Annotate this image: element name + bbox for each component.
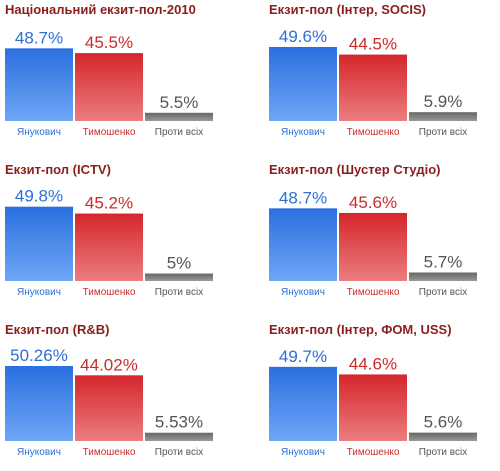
chart-panel-ictv: Екзит-пол (ICTV) 49.8% Янукович 45.2% Тимош… bbox=[0, 160, 240, 310]
value-label: 50.26% bbox=[10, 346, 68, 365]
bar-yanukovych bbox=[5, 366, 73, 441]
bar-yanukovych bbox=[5, 48, 73, 121]
bar-chart: 48.7% Янукович 45.6% Тимошенко 5.7% Проти всі… bbox=[269, 188, 477, 298]
category-label: Тимошенко bbox=[347, 447, 400, 458]
category-label: Тимошенко bbox=[83, 127, 136, 138]
value-label: 5.7% bbox=[424, 252, 463, 271]
value-label: 44.5% bbox=[349, 35, 397, 54]
category-label: Янукович bbox=[17, 127, 61, 138]
value-label: 5.53% bbox=[155, 413, 203, 432]
chart-title: Національний екзит-пол-2010 bbox=[5, 2, 196, 17]
chart-panel-inter-socis: Екзит-пол (Інтер, SOCIS) 49.6% Янукович 44… bbox=[264, 0, 500, 150]
chart-title: Екзит-пол (R&B) bbox=[5, 322, 110, 337]
category-label: Тимошенко bbox=[347, 127, 400, 138]
value-label: 49.6% bbox=[279, 27, 327, 46]
chart-title: Екзит-пол (Шустер Студіо) bbox=[269, 162, 441, 177]
category-label: Тимошенко bbox=[347, 287, 400, 298]
category-label: Проти всіх bbox=[155, 287, 203, 298]
bar-tymoshenko bbox=[75, 375, 143, 441]
chart-panel-rb: Екзит-пол (R&B) 50.26% Янукович 44.02% Тимо… bbox=[0, 320, 240, 470]
bar-against-all bbox=[145, 273, 213, 281]
bar-chart: 50.26% Янукович 44.02% Тимошенко 5.53% Проти … bbox=[5, 346, 213, 458]
category-label: Янукович bbox=[281, 127, 325, 138]
value-label: 5.5% bbox=[160, 93, 199, 112]
chart-panel-shuster-studio: Екзит-пол (Шустер Студіо) 48.7% Янукович 4… bbox=[264, 160, 500, 310]
value-label: 45.2% bbox=[85, 194, 133, 213]
chart-panel-inter-fom-uss: Екзит-пол (Інтер, ФОМ, USS) 49.7% Янукови… bbox=[264, 320, 500, 470]
bar-tymoshenko bbox=[75, 53, 143, 121]
bar-against-all bbox=[409, 272, 477, 281]
value-label: 49.8% bbox=[15, 187, 63, 206]
bar-chart: 49.7% Янукович 44.6% Тимошенко 5.6% Проти всі… bbox=[269, 347, 477, 458]
category-label: Янукович bbox=[17, 447, 61, 458]
category-label: Янукович bbox=[281, 447, 325, 458]
value-label: 5.9% bbox=[424, 92, 463, 111]
category-label: Проти всіх bbox=[419, 127, 467, 138]
bar-chart: 49.6% Янукович 44.5% Тимошенко 5.9% Проти всі… bbox=[269, 27, 477, 138]
value-label: 48.7% bbox=[279, 188, 327, 207]
value-label: 44.6% bbox=[349, 354, 397, 373]
bar-tymoshenko bbox=[75, 213, 143, 281]
value-label: 44.02% bbox=[80, 355, 138, 374]
category-label: Тимошенко bbox=[83, 287, 136, 298]
bar-against-all bbox=[145, 432, 213, 441]
bar-yanukovych bbox=[269, 46, 337, 121]
category-label: Проти всіх bbox=[419, 447, 467, 458]
value-label: 5.6% bbox=[424, 413, 463, 432]
category-label: Тимошенко bbox=[83, 447, 136, 458]
bar-tymoshenko bbox=[339, 212, 407, 281]
category-label: Янукович bbox=[17, 287, 61, 298]
chart-panel-national: Національний екзит-пол-2010 48.7% Янукови… bbox=[0, 0, 240, 150]
value-label: 45.6% bbox=[349, 193, 397, 212]
bar-yanukovych bbox=[269, 366, 337, 441]
chart-title: Екзит-пол (Інтер, ФОМ, USS) bbox=[269, 322, 452, 337]
bar-yanukovych bbox=[269, 208, 337, 281]
bar-against-all bbox=[409, 112, 477, 121]
value-label: 45.5% bbox=[85, 33, 133, 52]
category-label: Проти всіх bbox=[155, 127, 203, 138]
category-label: Проти всіх bbox=[155, 447, 203, 458]
value-label: 5% bbox=[167, 254, 192, 273]
chart-title: Екзит-пол (ICTV) bbox=[5, 162, 111, 177]
category-label: Проти всіх bbox=[419, 287, 467, 298]
bar-chart: 48.7% Янукович 45.5% Тимошенко 5.5% Проти всі… bbox=[5, 28, 213, 138]
chart-title: Екзит-пол (Інтер, SOCIS) bbox=[269, 2, 427, 17]
value-label: 48.7% bbox=[15, 28, 63, 47]
bar-yanukovych bbox=[5, 206, 73, 281]
bar-tymoshenko bbox=[339, 54, 407, 121]
bar-tymoshenko bbox=[339, 374, 407, 441]
category-label: Янукович bbox=[281, 287, 325, 298]
bar-against-all bbox=[409, 432, 477, 441]
bar-chart: 49.8% Янукович 45.2% Тимошенко 5% Проти всіх bbox=[5, 187, 213, 298]
bar-against-all bbox=[145, 112, 213, 121]
value-label: 49.7% bbox=[279, 347, 327, 366]
